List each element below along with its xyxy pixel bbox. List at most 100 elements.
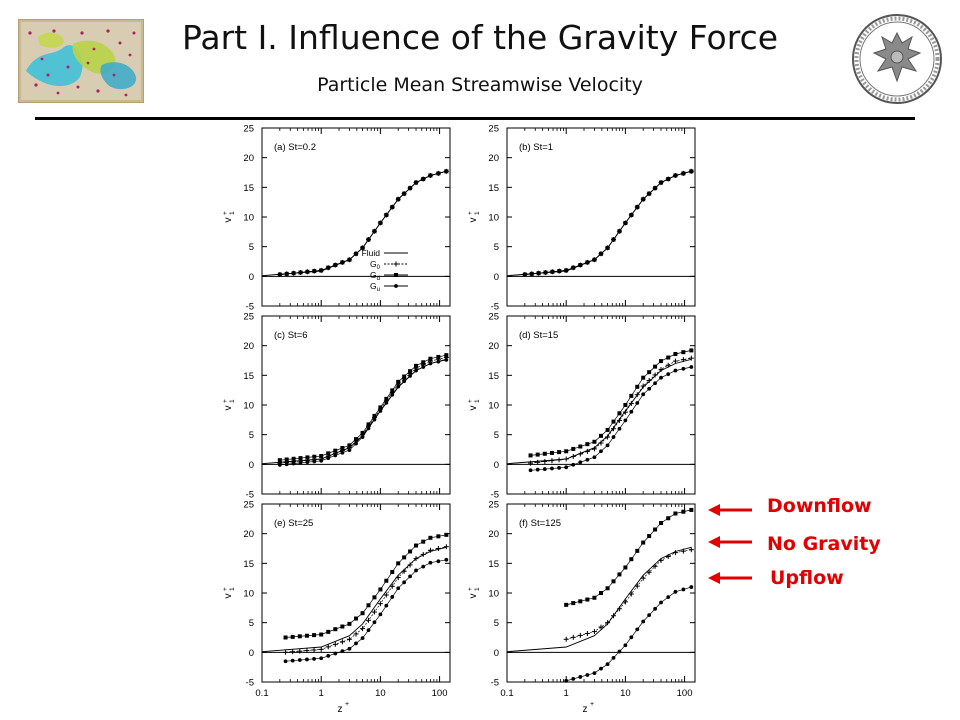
data-point: [372, 417, 377, 422]
y-tick-label: 20: [243, 529, 254, 540]
plot-frame: [506, 127, 696, 307]
data-point: [585, 260, 590, 265]
data-point: [378, 409, 383, 413]
data-point: [689, 169, 694, 174]
x-tick-label: 1: [319, 688, 324, 699]
data-point: [333, 448, 338, 453]
series-line: [279, 359, 447, 466]
data-point: [689, 507, 694, 512]
data-point: [326, 653, 331, 658]
page-title: Part I. Influence of the Gravity Force: [181, 18, 779, 57]
data-point: [528, 453, 533, 458]
x-axis-label-sup: +: [590, 701, 594, 708]
y-tick-label: 0: [494, 460, 499, 471]
data-point: [647, 534, 652, 539]
x-tick-label: 0.1: [255, 688, 268, 699]
data-point: [384, 400, 389, 405]
y-tick-label: 10: [488, 401, 499, 412]
data-point: [536, 271, 541, 276]
data-point: [372, 620, 377, 625]
legend-label-sub: u: [377, 287, 380, 293]
data-point: [312, 459, 317, 464]
data-point: [592, 439, 597, 444]
data-point: [623, 403, 628, 407]
data-point: [592, 455, 597, 460]
data-point: [659, 359, 664, 364]
y-tick-label: 15: [488, 559, 499, 570]
data-point: [291, 461, 296, 466]
data-point: [653, 606, 657, 611]
y-tick-label: 25: [488, 500, 499, 511]
data-point: [578, 599, 583, 604]
legend-label: G0: [370, 259, 381, 271]
data-point: [319, 632, 324, 637]
y-tick-label: 10: [488, 213, 499, 224]
data-point: [378, 405, 383, 410]
data-point: [605, 245, 610, 250]
data-point: [557, 465, 561, 470]
data-point: [319, 454, 324, 459]
panel-label: (b) St=1: [519, 142, 553, 153]
y-axis-label: v 1+: [222, 211, 236, 223]
data-point: [571, 265, 576, 270]
series-line: [530, 350, 692, 456]
data-point: [436, 559, 441, 564]
data-point: [360, 430, 365, 435]
data-point: [444, 169, 449, 174]
x-tick-label: 100: [677, 688, 693, 699]
data-point: [571, 462, 576, 467]
series-line: [279, 170, 447, 275]
series-line: [285, 534, 447, 638]
y-tick-label: 5: [249, 430, 254, 441]
y-axis-label-sup: +: [222, 211, 229, 215]
data-point: [629, 409, 634, 414]
legend-label-sub: 0: [377, 265, 381, 271]
data-point: [421, 177, 426, 181]
series-line: [524, 170, 692, 275]
data-point: [428, 356, 433, 361]
y-tick-label: 0: [249, 272, 254, 283]
data-point: [305, 269, 310, 274]
data-point: [305, 460, 310, 465]
data-point: [592, 257, 597, 262]
data-point: [666, 355, 671, 360]
series-line: [524, 170, 692, 275]
data-point: [390, 595, 395, 599]
data-point: [408, 186, 412, 191]
data-point: [291, 456, 296, 461]
data-point: [585, 457, 590, 462]
data-point: [666, 177, 671, 181]
data-point: [326, 451, 331, 456]
series-line: [279, 357, 447, 464]
data-point: [384, 396, 389, 401]
data-point: [421, 564, 426, 569]
y-axis-label-v: v: [468, 594, 479, 599]
data-point: [428, 173, 433, 178]
y-axis-label-sup: +: [222, 587, 229, 591]
y-axis-label: v 1+: [467, 211, 481, 223]
data-point: [319, 656, 324, 661]
data-point: [549, 450, 554, 455]
data-point: [611, 237, 616, 242]
data-point: [421, 365, 426, 369]
plot-frame: [261, 503, 451, 683]
y-axis-label-sup: +: [467, 399, 474, 403]
y-tick-label: -5: [491, 678, 499, 689]
series-line: [506, 358, 692, 465]
data-point: [333, 651, 338, 656]
y-tick-label: 20: [488, 341, 499, 352]
data-point: [666, 595, 671, 600]
data-point: [402, 555, 407, 560]
data-point: [333, 453, 338, 458]
x-tick-label: 100: [432, 688, 448, 699]
data-point: [277, 458, 282, 463]
series-line: [279, 354, 447, 461]
data-point: [605, 662, 610, 667]
data-point: [550, 466, 554, 471]
data-point: [414, 568, 418, 573]
data-point: [360, 636, 365, 640]
data-point: [599, 433, 603, 438]
data-point: [641, 619, 646, 624]
data-point: [283, 635, 288, 640]
